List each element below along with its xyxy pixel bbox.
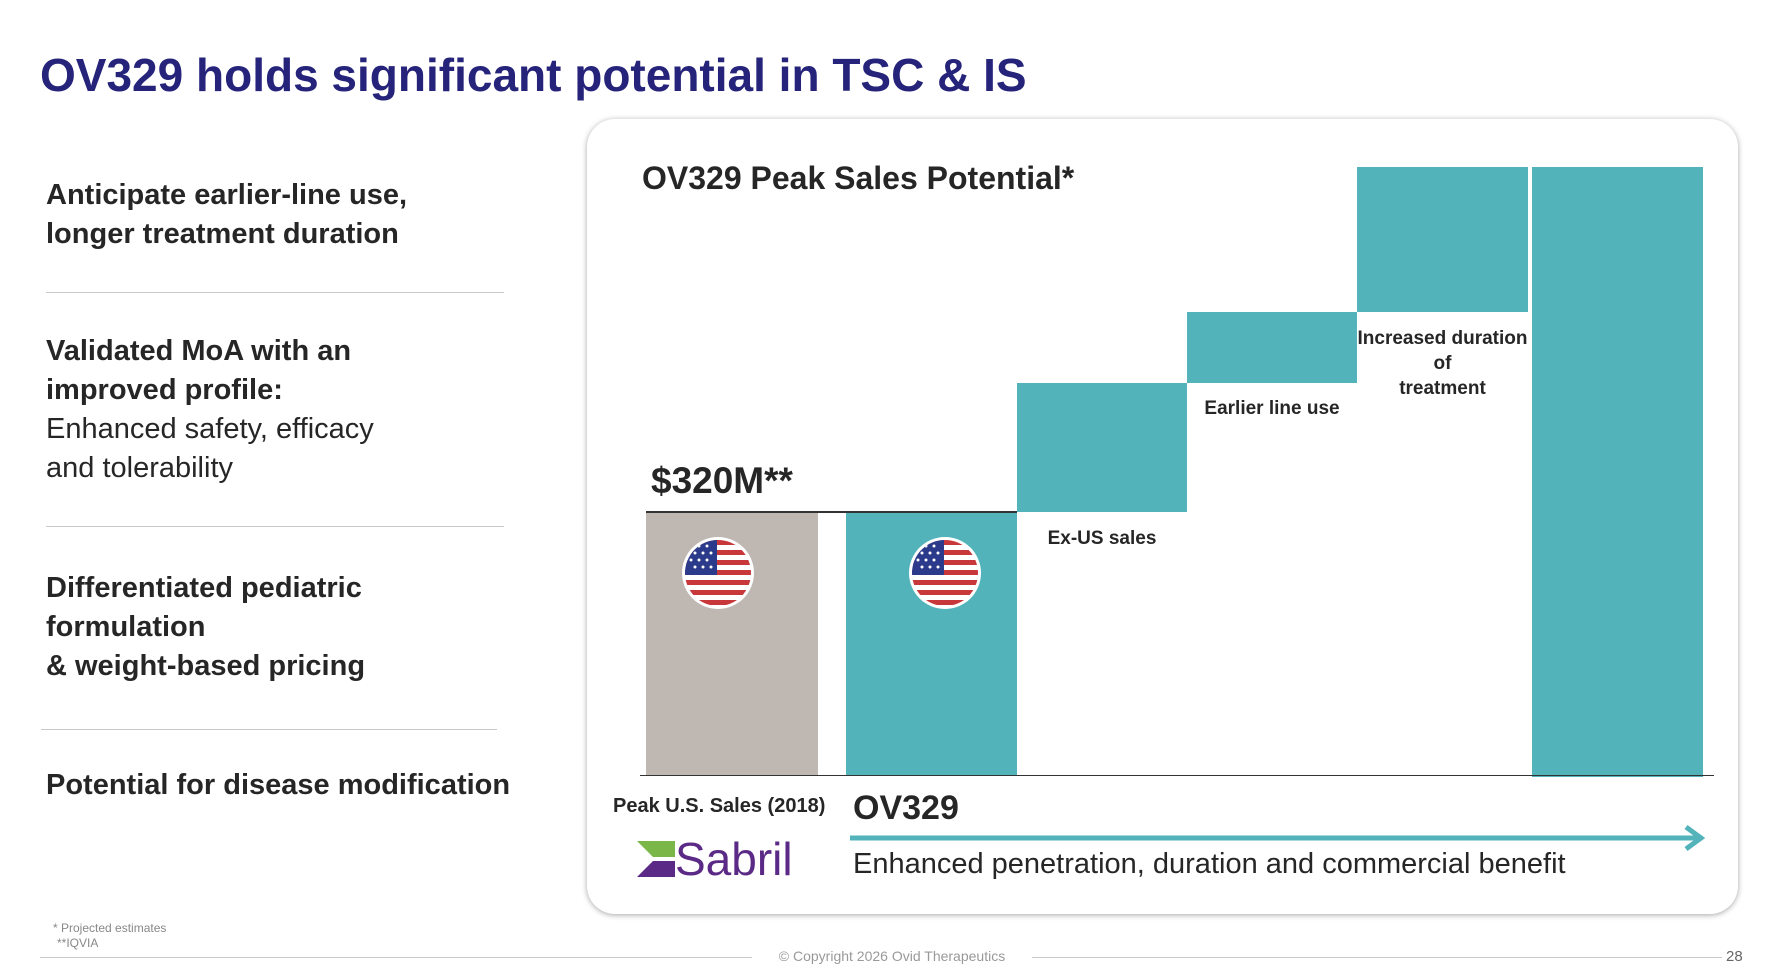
- footer-line: [40, 957, 752, 958]
- slide-title: OV329 holds significant potential in TSC…: [40, 49, 1027, 101]
- bar-earlier-line-use: [1187, 312, 1357, 383]
- arrow-caption: Enhanced penetration, duration and comme…: [853, 848, 1566, 880]
- chart-title: OV329 Peak Sales Potential*: [642, 160, 1075, 196]
- bar-total: [1532, 167, 1703, 777]
- point-2-sub: and tolerability: [46, 452, 233, 484]
- label-increased-duration: Increased duration of treatment: [1357, 326, 1528, 401]
- bar-increased-duration: [1357, 167, 1528, 312]
- copyright: © Copyright 2026 Ovid Therapeutics: [778, 948, 1006, 964]
- footnote: **IQVIA: [57, 936, 99, 950]
- point-1: Anticipate earlier-line use, longer trea…: [46, 176, 407, 254]
- us-flag-icon: [909, 537, 981, 609]
- sabril-logo-text: Sabril: [675, 833, 793, 885]
- point-2: Validated MoA with an improved profile: …: [46, 332, 374, 488]
- divider: [41, 729, 497, 730]
- x-label-ov329: OV329: [853, 789, 959, 827]
- arrow-icon: [850, 824, 1706, 852]
- baseline: [640, 775, 1714, 776]
- label-line: Increased duration of: [1357, 328, 1528, 374]
- value-label: $320M**: [651, 460, 793, 501]
- point-4: Potential for disease modification: [46, 769, 511, 801]
- bar-ex-us-sales: [1017, 383, 1187, 512]
- footer-line: [1032, 957, 1722, 958]
- footnotes: * Projected estimates **IQVIA: [53, 921, 166, 951]
- label-ex-us-sales: Ex-US sales: [1047, 528, 1157, 549]
- point-3-line: & weight-based pricing: [46, 650, 366, 682]
- footnote: * Projected estimates: [53, 921, 167, 935]
- x-label-peak-us-sales: Peak U.S. Sales (2018): [613, 795, 826, 817]
- divider: [46, 526, 504, 527]
- point-1-line: longer treatment duration: [46, 218, 399, 250]
- label-line: treatment: [1399, 378, 1486, 399]
- divider: [46, 292, 504, 293]
- value-line: [646, 511, 1017, 513]
- point-2-sub: Enhanced safety, efficacy: [46, 413, 374, 445]
- point-3: Differentiated pediatric formulation & w…: [46, 569, 365, 686]
- sabril-logo-icon: [637, 841, 675, 877]
- point-3-line: Differentiated pediatric: [46, 572, 362, 604]
- point-3-line: formulation: [46, 611, 206, 643]
- point-2-line: Validated MoA with an: [46, 335, 352, 367]
- page-number: 28: [1726, 948, 1743, 965]
- label-earlier-line-use: Earlier line use: [1204, 398, 1340, 419]
- sabril-logo: Sabril: [637, 836, 793, 882]
- point-1-line: Anticipate earlier-line use,: [46, 179, 408, 211]
- us-flag-icon: [682, 537, 754, 609]
- point-2-line: improved profile:: [46, 374, 283, 406]
